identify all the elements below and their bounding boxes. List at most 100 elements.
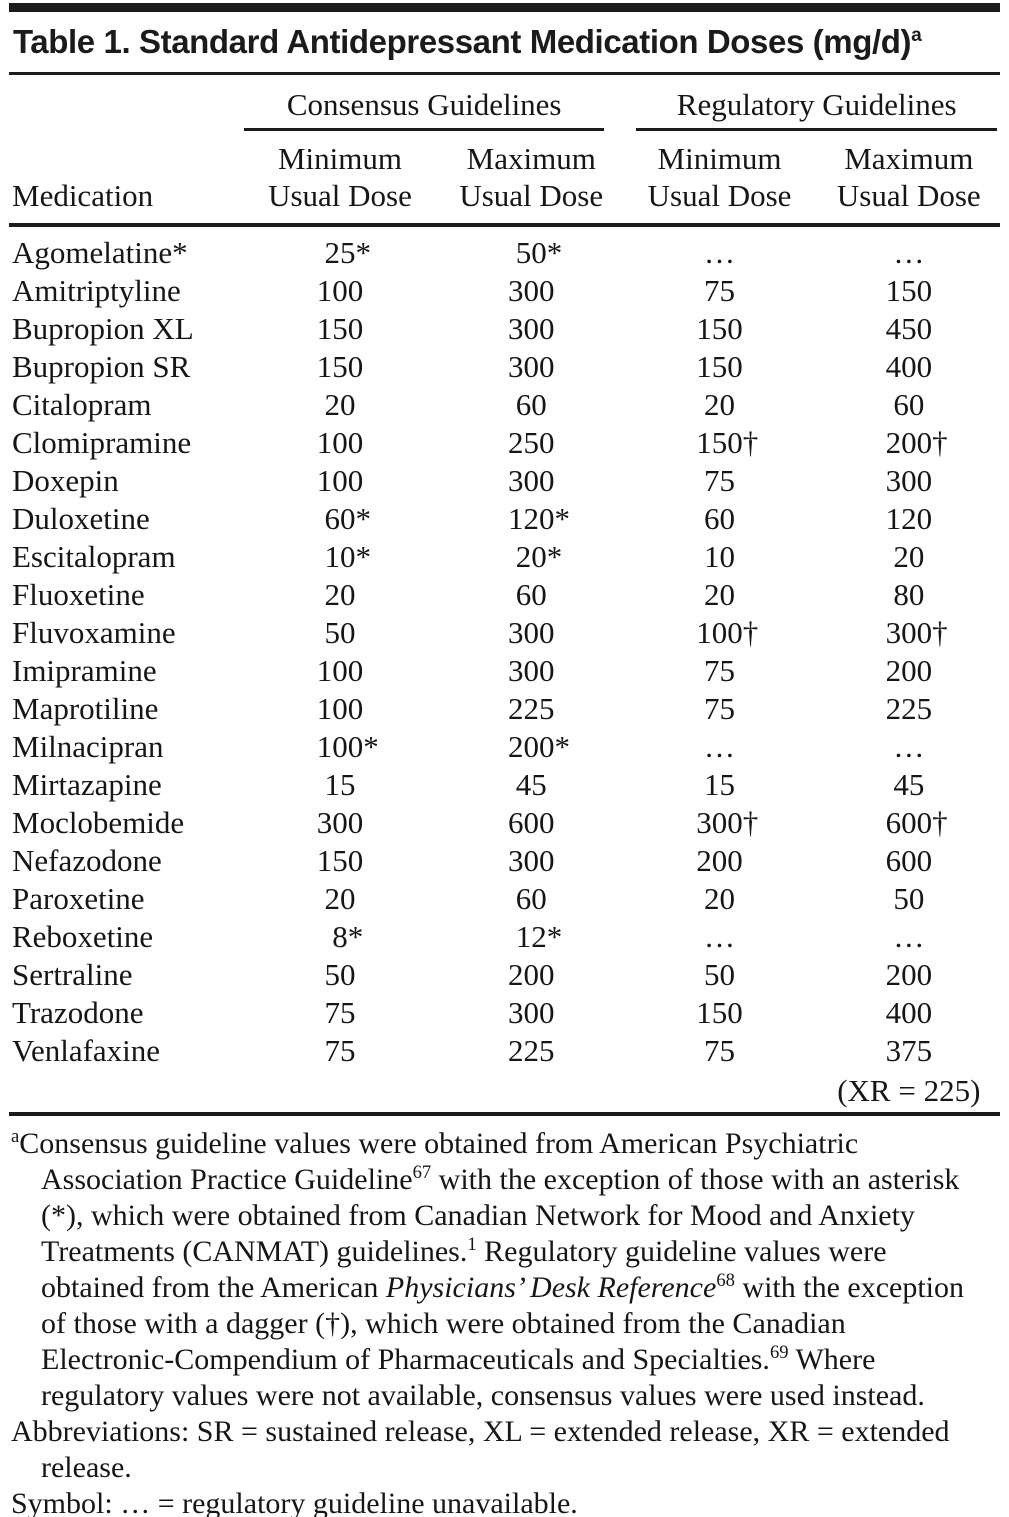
dose-number: 20 bbox=[704, 387, 736, 422]
dose-number: 75 bbox=[324, 1033, 356, 1068]
dose-value: 400 bbox=[818, 994, 1000, 1032]
dose-number: 150 bbox=[316, 311, 364, 346]
dose-value: 50 bbox=[239, 614, 441, 652]
dose-number: 225 bbox=[885, 691, 933, 726]
dose-value: 20 bbox=[239, 386, 441, 424]
table-row: Escitalopram 10* 20* 10 20 bbox=[9, 538, 1000, 576]
medication-name: Imipramine bbox=[12, 653, 157, 688]
dose-value: 50 bbox=[621, 956, 817, 994]
consensus-group-header: Consensus Guidelines bbox=[239, 75, 622, 132]
dose-number: 50 bbox=[893, 881, 925, 916]
dose-value: 300 bbox=[441, 462, 621, 500]
dose-value: 100 bbox=[239, 652, 441, 690]
dose-number: 200 bbox=[885, 425, 933, 460]
table-row: Milnacipran 100* 200* … … bbox=[9, 728, 1000, 766]
regulatory-group-label: Regulatory Guidelines bbox=[636, 87, 997, 131]
dose-number: 8 bbox=[332, 919, 348, 954]
dose-number: … bbox=[893, 235, 925, 270]
dose-number: 20 bbox=[704, 577, 736, 612]
medication-name: Paroxetine bbox=[12, 881, 145, 916]
dose-number: 50 bbox=[515, 235, 547, 270]
dose-value: 375 bbox=[818, 1032, 1000, 1070]
dose-value: 60 bbox=[441, 880, 621, 918]
table-body: Agomelatine* 25* 50* … … Amitriptyline 1… bbox=[9, 225, 1000, 1114]
dose-number: 75 bbox=[704, 653, 736, 688]
dose-value: 600 bbox=[441, 804, 621, 842]
col-header-line1: Minimum bbox=[657, 141, 782, 176]
dose-value: 600† bbox=[885, 805, 948, 840]
dose-value: 20 bbox=[818, 538, 1000, 576]
dose-value: 400 bbox=[818, 348, 1000, 386]
col-header-consensus-min: Minimum Usual Dose bbox=[238, 132, 442, 227]
dose-number: 60 bbox=[324, 501, 356, 536]
footnote-symbol: Symbol: … = regulatory guideline unavail… bbox=[11, 1487, 578, 1517]
group-header-spacer bbox=[9, 75, 239, 132]
dose-number: 15 bbox=[704, 767, 736, 802]
medication-name: Milnacipran bbox=[12, 729, 164, 764]
dose-number: 300 bbox=[507, 311, 555, 346]
dose-number: 150 bbox=[885, 273, 933, 308]
table-row: Bupropion SR 150 300 150 400 bbox=[9, 348, 1000, 386]
medication-name: Sertraline bbox=[12, 957, 133, 992]
col-header-regulatory-max: Maximum Usual Dose bbox=[817, 132, 1000, 227]
dose-value: 60 bbox=[818, 386, 1000, 424]
dose-value: 300 bbox=[441, 310, 621, 348]
footnote-abbreviations: Abbreviations: SR = sustained release, X… bbox=[11, 1415, 950, 1484]
dose-number: 375 bbox=[885, 1033, 933, 1068]
xr-note: (XR = 225) bbox=[837, 1073, 981, 1108]
top-rule bbox=[9, 3, 1000, 12]
dose-value: 200 bbox=[818, 956, 1000, 994]
dose-value: 300 bbox=[441, 652, 621, 690]
dose-value: 600 bbox=[818, 842, 1000, 880]
dose-number: 20 bbox=[324, 387, 356, 422]
dose-value: 200 bbox=[621, 842, 817, 880]
dose-value: 100 bbox=[239, 272, 441, 310]
dose-number: 60 bbox=[893, 387, 925, 422]
col-header-line2: Usual Dose bbox=[836, 178, 981, 213]
table-row: Nefazodone 150 300 200 600 bbox=[9, 842, 1000, 880]
medication-name: Fluoxetine bbox=[12, 577, 145, 612]
col-header-line2: Usual Dose bbox=[459, 178, 604, 213]
table-row: Fluvoxamine 50 300 100† 300† bbox=[9, 614, 1000, 652]
dose-value: 50* bbox=[515, 235, 563, 270]
table-row: Duloxetine 60* 120* 60 120 bbox=[9, 500, 1000, 538]
footnote-marker: a bbox=[11, 1126, 20, 1147]
consensus-group-label: Consensus Guidelines bbox=[243, 87, 605, 131]
medication-name: Nefazodone bbox=[12, 843, 162, 878]
dose-number: 150 bbox=[316, 349, 364, 384]
dose-number: 20 bbox=[324, 881, 356, 916]
dose-value: 100 bbox=[239, 690, 441, 728]
dose-number: 300 bbox=[885, 615, 933, 650]
dose-number: 75 bbox=[704, 463, 736, 498]
dose-number: … bbox=[704, 729, 736, 764]
dose-value: 150 bbox=[239, 842, 441, 880]
group-header-row: Consensus Guidelines Regulatory Guidelin… bbox=[9, 75, 1000, 132]
dose-value: 100† bbox=[696, 615, 759, 650]
dose-number: 45 bbox=[893, 767, 925, 802]
dose-value: 225 bbox=[441, 1032, 621, 1070]
medication-name: Clomipramine bbox=[12, 425, 192, 460]
dose-number: 300 bbox=[696, 805, 743, 840]
medication-name: Venlafaxine bbox=[12, 1033, 161, 1068]
dose-number: 100 bbox=[316, 425, 364, 460]
dose-number: 12 bbox=[515, 919, 547, 954]
dose-value: 20 bbox=[621, 576, 817, 614]
medication-name: Fluvoxamine bbox=[12, 615, 176, 650]
column-header-row: Medication Minimum Usual Dose Maximum Us… bbox=[9, 132, 1000, 227]
dose-value: 150 bbox=[239, 310, 441, 348]
dose-number: 450 bbox=[885, 311, 933, 346]
dose-value: 75 bbox=[239, 1032, 441, 1070]
medication-name: Trazodone bbox=[12, 995, 144, 1030]
dose-number: 45 bbox=[515, 767, 547, 802]
dose-number: 300 bbox=[316, 805, 364, 840]
dose-number: 100 bbox=[316, 653, 364, 688]
dose-number: 200 bbox=[885, 957, 933, 992]
table-row: Citalopram 20 60 20 60 bbox=[9, 386, 1000, 424]
footnote-a: aConsensus guideline values were obtaine… bbox=[11, 1126, 965, 1412]
dose-value: 60 bbox=[621, 500, 817, 538]
dose-value: 75 bbox=[621, 1032, 817, 1070]
dose-number: 400 bbox=[885, 349, 933, 384]
col-header-line2: Usual Dose bbox=[268, 178, 412, 213]
dose-number: 200 bbox=[507, 729, 555, 764]
